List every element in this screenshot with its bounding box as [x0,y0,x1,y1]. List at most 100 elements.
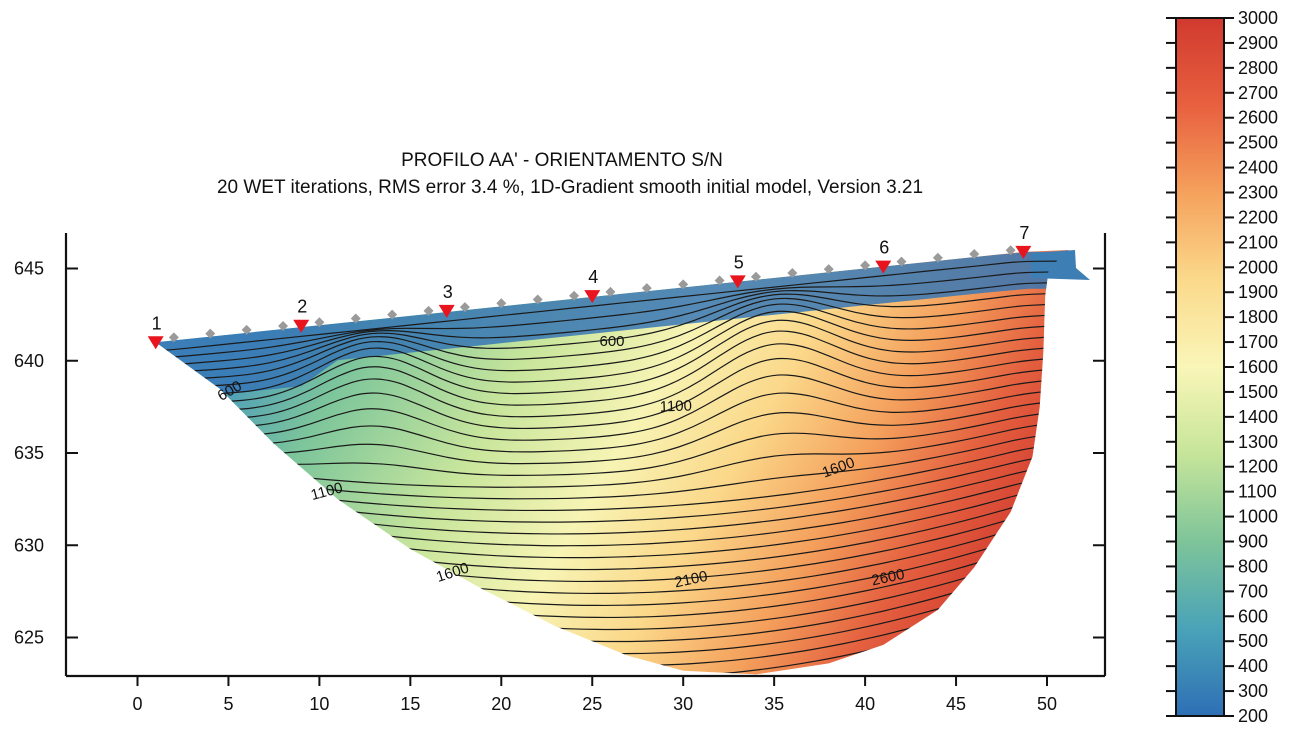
geophone-marker [896,256,907,267]
colorbar-tick-label: 1900 [1238,282,1278,302]
contour-line [155,281,1061,366]
chart-title: PROFILO AA' - ORIENTAMENTO S/N [401,150,723,171]
colorbar-tick-label: 2300 [1238,183,1278,203]
contour-line [155,374,1061,441]
shot-point-marker [729,275,746,289]
shot-point-label: 2 [297,297,307,317]
colorbar-tick-label: 2500 [1238,133,1278,153]
geophone-marker [423,305,434,316]
geophone-marker [350,313,361,324]
y-tick-label: 640 [14,351,44,371]
contour-line [155,271,1061,359]
shot-point-marker [875,260,892,274]
shot-point-marker [147,336,164,350]
colorbar-tick-label: 2000 [1238,257,1278,277]
geophone-marker [1005,245,1016,256]
geophone-marker [678,279,689,290]
geophone-marker [605,286,616,297]
geophone-marker [641,283,652,294]
geophone-marker [823,264,834,275]
chart-subtitle: 20 WET iterations, RMS error 3.4 %, 1D-G… [217,177,923,198]
shot-point-label: 6 [879,238,889,258]
model-fill [155,250,1069,675]
geophone-marker [314,317,325,328]
contour-label: 2100 [673,568,709,592]
colorbar-tick-label: 2200 [1238,207,1278,227]
geophone-marker [241,324,252,335]
contour-line [155,292,1061,373]
near-surface-low-velocity-layer [155,251,1066,402]
x-tick-label: 15 [400,694,420,714]
geophones [168,245,1016,343]
contour-label: 1100 [309,479,345,504]
colorbar-tick-label: 500 [1238,631,1268,651]
geophone-marker [714,275,725,286]
colorbar-tick-label: 2900 [1238,33,1278,53]
colorbar-tick-label: 2800 [1238,58,1278,78]
colorbar-tick-label: 1800 [1238,307,1278,327]
x-tick-label: 20 [491,694,511,714]
geophone-marker [569,290,580,301]
contour-line [155,297,1061,381]
colorbar-tick-label: 1000 [1238,507,1278,527]
colorbar-tick-label: 1200 [1238,457,1278,477]
x-ticks: 0 5 10 15 20 25 30 35 40 45 50 [132,676,1057,714]
contour-lines [155,260,1061,675]
contour-line [155,319,1061,403]
colorbar-tick-label: 2700 [1238,83,1278,103]
geophone-marker [750,271,761,282]
colorbar-tick-label: 600 [1238,606,1268,626]
model-right-ledge [1031,250,1090,280]
shot-point-marker [293,319,310,333]
colorbar-tick-label: 1500 [1238,382,1278,402]
colorbar-tick-label: 2100 [1238,232,1278,252]
shot-point-label: 7 [1019,223,1029,243]
geophone-marker [787,267,798,278]
shot-point-marker [1015,245,1032,259]
geophone-marker [205,328,216,339]
colorbar-tick-label: 2400 [1238,158,1278,178]
colorbar-gradient [1175,17,1225,717]
shot-point-marker [584,290,601,304]
colorbar: 3000 2900 2800 2700 2600 2500 2400 2300 2200 2100… [1166,8,1278,726]
colorbar-tick-label: 900 [1238,532,1268,552]
shot-point-label: 3 [443,282,453,302]
contour-label: 2600 [870,566,906,590]
y-tick-label: 630 [14,535,44,555]
x-tick-label: 50 [1037,694,1057,714]
contour-line [155,330,1061,411]
colorbar-tick-label: 2600 [1238,108,1278,128]
colorbar-tick-label: 1300 [1238,432,1278,452]
x-tick-label: 45 [946,694,966,714]
shot-point-label: 5 [734,252,744,272]
contour-label: 600 [599,333,624,350]
geophone-marker [168,332,179,343]
contour-line [155,260,1061,353]
contour-line [155,303,1061,388]
y-tick-label: 635 [14,443,44,463]
geophone-marker [860,260,871,271]
geophone-marker [278,321,289,332]
colorbar-ticks: 3000 2900 2800 2700 2600 2500 2400 2300 2200 2100… [1166,8,1278,726]
colorbar-tick-label: 700 [1238,581,1268,601]
colorbar-tick-label: 400 [1238,656,1268,676]
geophone-marker [532,294,543,305]
y-tick-label: 625 [14,628,44,648]
geophone-marker [496,298,507,309]
x-tick-label: 25 [582,694,602,714]
colorbar-tick-label: 3000 [1238,8,1278,28]
y-tick-label: 645 [14,259,44,279]
stations: 1 2 3 4 5 6 7 [147,223,1032,350]
colorbar-tick-label: 300 [1238,681,1268,701]
shot-point-label: 1 [152,313,162,333]
contour-line [155,343,1061,419]
colorbar-tick-label: 1700 [1238,332,1278,352]
colorbar-tick-label: 1400 [1238,407,1278,427]
shot-point-marker [438,304,455,318]
x-tick-label: 0 [132,694,142,714]
x-tick-label: 5 [223,694,233,714]
x-tick-label: 30 [673,694,693,714]
x-tick-label: 35 [764,694,784,714]
